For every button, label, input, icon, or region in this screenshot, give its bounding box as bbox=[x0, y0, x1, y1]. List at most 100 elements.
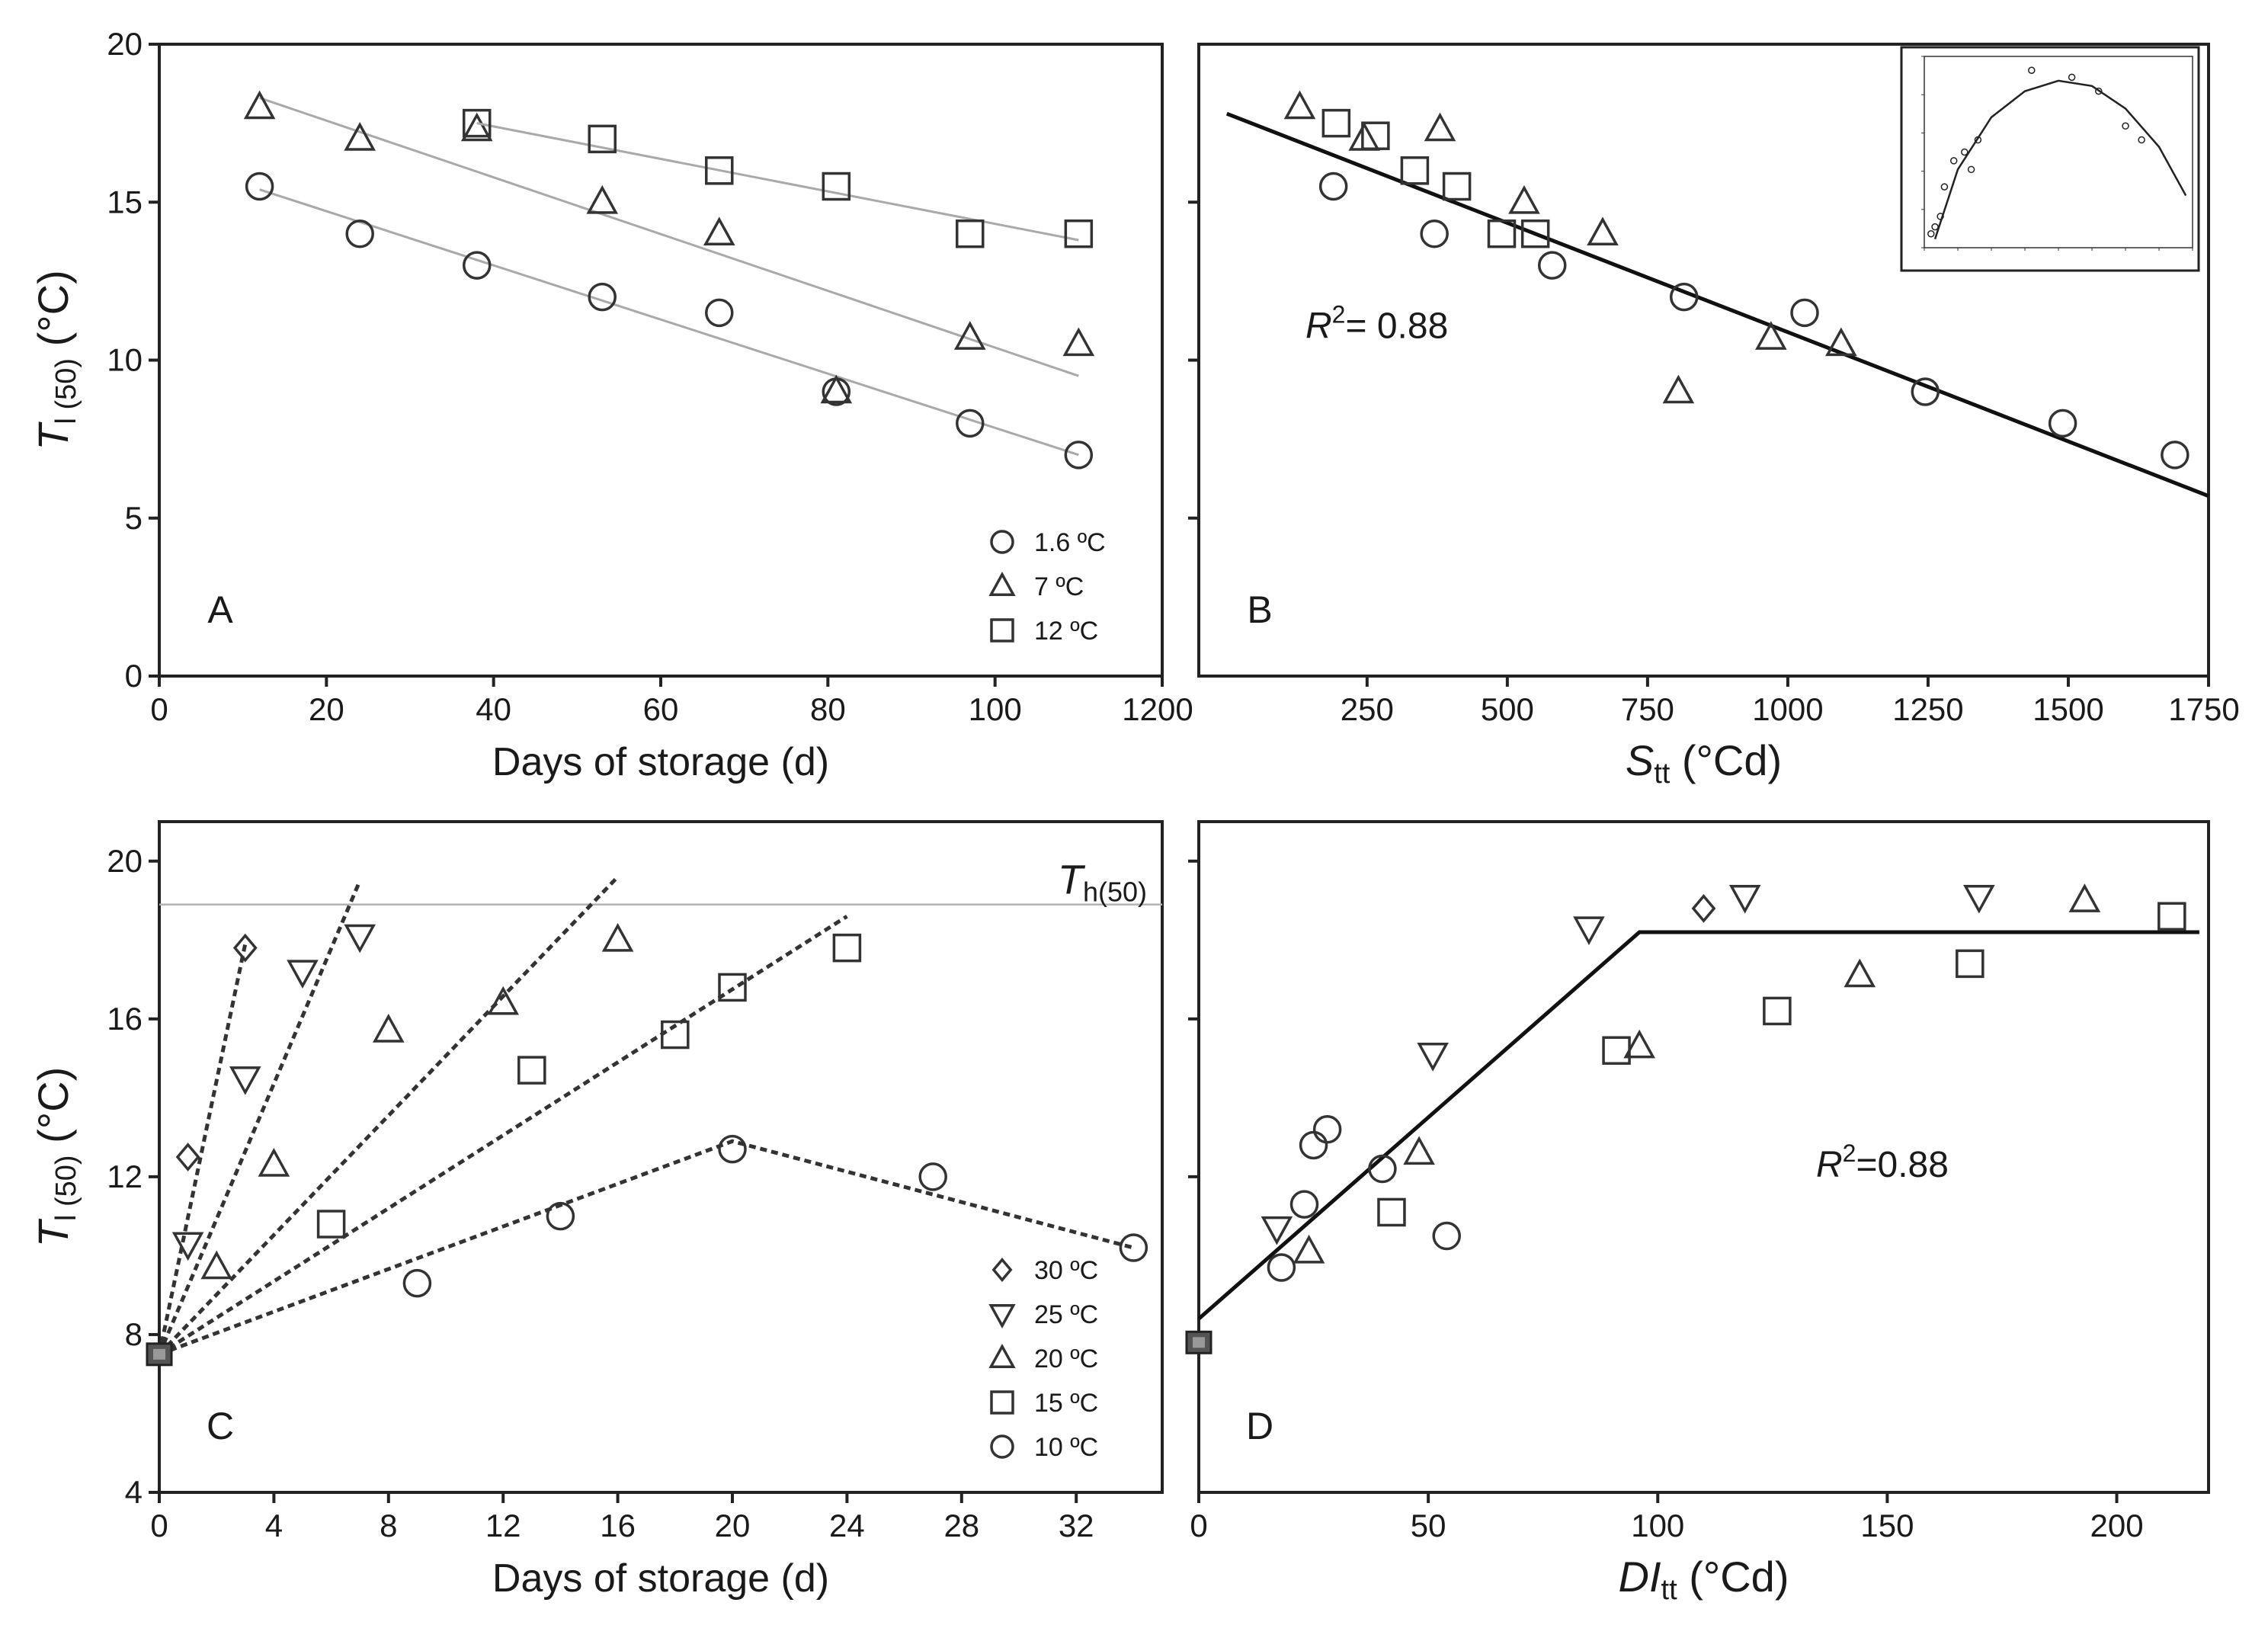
panel-b-inset-point bbox=[1931, 223, 1939, 231]
panel-c-tag: C bbox=[207, 1405, 234, 1447]
panel-c-xtick-label: 8 bbox=[380, 1508, 397, 1543]
panel-c-series-10c-point bbox=[918, 1162, 947, 1191]
panel-b-inset-point bbox=[1927, 229, 1935, 238]
panel-d-xlabel-symbol: DI bbox=[1619, 1553, 1661, 1601]
panel-a-series-12c-point bbox=[588, 124, 617, 154]
panel-c-xtick-label: 12 bbox=[485, 1508, 521, 1543]
panel-b-series-7c-point bbox=[1283, 90, 1316, 120]
panel-a-xtick-label: 0 bbox=[150, 691, 168, 727]
panel-a-ytick-label: 5 bbox=[125, 500, 143, 536]
panel-b-series-7c-point bbox=[1662, 374, 1695, 404]
panel-b-series-16c-point bbox=[2048, 409, 2077, 438]
panel-b-inset-point bbox=[2068, 73, 2076, 82]
panel-c-series-25c-point bbox=[344, 924, 376, 954]
panel-a-xtick-label: 20 bbox=[309, 691, 344, 727]
panel-b-xtick-label: 1750 bbox=[2168, 691, 2239, 727]
panel-d-xtick-label: 0 bbox=[1190, 1508, 1207, 1543]
panel-b-inset-point bbox=[1961, 148, 1968, 156]
panel-c-threshold-label-subscript: h(50) bbox=[1083, 877, 1147, 908]
panel-c-series-20c-point bbox=[200, 1250, 233, 1280]
panel-b-r2-symbol: R bbox=[1305, 306, 1332, 346]
panel-d-fit-line bbox=[1197, 930, 2199, 1321]
panel-a-series-12c-point bbox=[956, 219, 985, 248]
panel-b-series-16c-point bbox=[1420, 219, 1449, 248]
panel-d-series-15c-point bbox=[1602, 1036, 1631, 1065]
panel-b-xlabel: Stt (°Cd) bbox=[1626, 736, 1782, 790]
panel-b-series-16c-point bbox=[1538, 251, 1567, 280]
panel-b-xtick-label: 250 bbox=[1341, 691, 1394, 727]
panel-d-series-20c-point bbox=[1293, 1234, 1325, 1264]
panel-a-xtick-label: 1200 bbox=[1122, 691, 1193, 727]
panel-a-series-7c-point bbox=[953, 321, 986, 350]
panel-b-inset-point bbox=[1949, 157, 1958, 165]
panel-b-series-16c-point bbox=[1911, 377, 1940, 406]
panel-a-series-7c-point bbox=[586, 184, 619, 214]
panel-c-series-25c-point bbox=[171, 1232, 204, 1261]
panel-b-xtick-label: 1000 bbox=[1752, 691, 1823, 727]
panel-d-series-10c-point bbox=[1312, 1115, 1342, 1144]
panel-c-series-15c-point bbox=[661, 1020, 690, 1050]
panel-c-legend-label: 10 ºC bbox=[1034, 1433, 1098, 1462]
panel-c-series-25c-point bbox=[287, 960, 319, 989]
panel-d-series-25c-point bbox=[1963, 885, 1995, 914]
panel-a-ytick-label: 20 bbox=[107, 26, 143, 62]
panel-c-xtick-label: 32 bbox=[1059, 1508, 1094, 1543]
panel-c-xtick-label: 4 bbox=[265, 1508, 283, 1543]
panel-b-inset-point bbox=[2028, 66, 2036, 75]
panel-b-series-16c-point bbox=[1790, 298, 1819, 328]
panel-a-series-16c-point bbox=[956, 409, 985, 438]
panel-d-frame bbox=[1197, 820, 2210, 1494]
panel-b-xtick-label: 750 bbox=[1621, 691, 1674, 727]
panel-b-inset-point bbox=[1974, 136, 1982, 144]
panel-a-legend-label: 1.6 ºC bbox=[1034, 528, 1106, 557]
panel-b-inset-point bbox=[2138, 136, 2145, 144]
panel-b-inset-point bbox=[1940, 183, 1949, 191]
panel-b-series-12c-point bbox=[1487, 219, 1517, 248]
panel-c-legend-marker bbox=[990, 1434, 1014, 1459]
panel-d-xtick-label: 100 bbox=[1631, 1508, 1684, 1543]
panel-a-ytick-label: 10 bbox=[107, 342, 143, 378]
panel-c-legend-label: 20 ºC bbox=[1034, 1345, 1098, 1373]
panel-c-legend-label: 30 ºC bbox=[1034, 1256, 1098, 1285]
panel-b-inset-point bbox=[1936, 213, 1944, 220]
panel-c-series-30c-point bbox=[232, 933, 258, 963]
panel-b-r2: R2= 0.88 bbox=[1305, 300, 1448, 346]
panel-c-ytick-label: 8 bbox=[125, 1316, 143, 1352]
panel-d-series-10c-point bbox=[1432, 1221, 1461, 1251]
panel-b: 250 500 750 1000 1250 1500 1750 Stt (°Cd) B R2= 0… bbox=[1188, 43, 2240, 790]
panel-b-series-16c-point bbox=[2161, 441, 2190, 470]
panel-b-series-7c-point bbox=[1755, 321, 1787, 350]
panel-c-series-20c-point bbox=[601, 922, 634, 952]
panel-b-series-16c-point bbox=[1669, 282, 1699, 312]
panel-c-series-10c-point bbox=[546, 1201, 575, 1231]
panel-c-xtick-label: 28 bbox=[943, 1508, 979, 1543]
panel-c-ytick-label: 4 bbox=[125, 1474, 143, 1510]
panel-d-series-25c-point bbox=[1573, 916, 1605, 946]
panel-b-series-7c-point bbox=[1587, 216, 1619, 246]
panel-a-ylabel-symbol: T bbox=[29, 421, 77, 450]
panel-a-legend-marker bbox=[988, 571, 1016, 596]
panel-b-xlabel-unit: (°Cd) bbox=[1670, 736, 1782, 784]
panel-d-xtick-label: 200 bbox=[2090, 1508, 2144, 1543]
panel-b-series-12c-point bbox=[1361, 121, 1390, 150]
panel-c-series-30c-fit-line bbox=[157, 943, 248, 1355]
panel-b-xlabel-subscript: tt bbox=[1654, 758, 1671, 790]
panel-d-r2: R2=0.88 bbox=[1816, 1139, 1949, 1185]
panel-a-series-12c-fit-line bbox=[476, 122, 1079, 242]
panel-b-inset-point bbox=[2122, 122, 2129, 130]
panel-a-frame bbox=[158, 43, 1164, 678]
panel-d-series-20c-point bbox=[1844, 958, 1876, 988]
panel-b-tag: B bbox=[1247, 588, 1272, 631]
panel-d: 0 50 100 150 200 DItt (°Cd) D R2=0.88 bbox=[1185, 820, 2210, 1606]
panel-b-xtick-label: 1500 bbox=[2033, 691, 2103, 727]
panel-a-series-7c-point bbox=[460, 112, 493, 142]
panel-a-series-16c-point bbox=[245, 171, 274, 201]
panel-c-series-10c-point bbox=[402, 1268, 432, 1298]
panel-b-series-7c-point bbox=[1508, 184, 1540, 214]
panel-b-series-7c-point bbox=[1424, 112, 1456, 142]
panel-c-series-25c-fit-line bbox=[157, 880, 362, 1355]
panel-c-xtick-label: 20 bbox=[715, 1508, 751, 1543]
panel-d-series-10c-point bbox=[1299, 1130, 1328, 1160]
panel-a-tag: A bbox=[207, 588, 233, 631]
